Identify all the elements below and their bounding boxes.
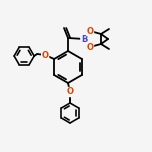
Text: B: B xyxy=(81,35,87,43)
Text: O: O xyxy=(86,43,93,52)
Text: O: O xyxy=(42,50,49,59)
Text: O: O xyxy=(67,88,74,97)
Text: O: O xyxy=(86,26,93,36)
